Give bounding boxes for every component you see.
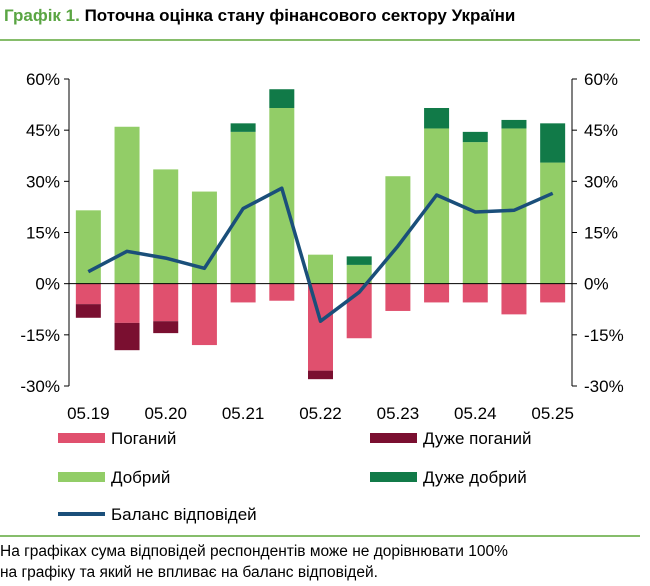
labels-layer: 60% 60% 45% 45% 30% 30% 15% 15% 0% 0% -15% -15% -30%… — [20, 70, 623, 423]
bar-duzhe-dobryi — [346, 256, 372, 265]
y-tick-label-left: 15% — [26, 224, 60, 243]
legend: Поганий Дуже поганий Добрий Дуже добрий Бала… — [58, 429, 531, 524]
bar-poganyi — [230, 283, 256, 303]
legend-label: Дуже добрий — [423, 468, 527, 487]
bar-duzhe-poganyi — [308, 370, 333, 380]
bar-dobryi — [114, 126, 140, 284]
footnote-line-1: На графіках сума відповідей респондентів… — [0, 543, 508, 560]
bar-duzhe-dobryi — [501, 119, 527, 129]
x-tick-label: 05.24 — [454, 404, 497, 423]
balance-line — [87, 186, 554, 323]
x-tick-label: 05.20 — [144, 404, 187, 423]
chart-number: Графік 1. — [4, 6, 80, 25]
legend-swatch — [370, 472, 417, 482]
legend-label: Добрий — [111, 468, 170, 487]
bar-poganyi — [462, 283, 488, 303]
legend-swatch — [58, 433, 105, 443]
bar-duzhe-poganyi — [114, 322, 140, 351]
bar-poganyi — [153, 283, 179, 322]
bar-poganyi — [269, 283, 295, 301]
y-tick-label-right: 30% — [584, 172, 618, 191]
bar-duzhe-dobryi — [269, 89, 295, 108]
balance-line-layer — [87, 186, 554, 323]
bar-dobryi — [75, 210, 101, 284]
legend-swatch — [58, 472, 105, 482]
bar-dobryi — [153, 169, 179, 284]
y-tick-label-left: 0% — [35, 275, 60, 294]
x-tick-label: 05.21 — [222, 404, 265, 423]
y-tick-label-left: 30% — [26, 172, 60, 191]
x-tick-label: 05.19 — [67, 404, 110, 423]
bar-poganyi — [424, 283, 450, 303]
chart-title-text: Поточна оцінка стану фінансового сектору… — [84, 6, 516, 25]
bar-duzhe-dobryi — [540, 123, 566, 163]
footnote-line-2: на графіку та який не впливає на баланс … — [0, 564, 378, 581]
bar-duzhe-dobryi — [462, 131, 488, 143]
y-tick-label-right: -30% — [584, 377, 624, 396]
y-tick-label-right: -15% — [584, 326, 624, 345]
title-divider — [0, 39, 640, 41]
x-tick-label: 05.22 — [299, 404, 342, 423]
legend-label: Дуже поганий — [423, 429, 531, 448]
y-tick-label-left: 45% — [26, 121, 60, 140]
y-tick-label-left: 60% — [26, 70, 60, 89]
bar-poganyi — [540, 283, 566, 303]
bar-dobryi — [385, 176, 411, 284]
bar-poganyi — [385, 283, 411, 311]
footnote: На графіках сума відповідей респондентів… — [0, 541, 650, 583]
y-tick-label-left: -30% — [20, 377, 60, 396]
bar-duzhe-poganyi — [153, 321, 179, 334]
bar-dobryi — [269, 107, 295, 284]
bar-dobryi — [540, 162, 566, 284]
legend-label: Баланс відповідей — [111, 505, 257, 524]
legend-swatch — [370, 433, 417, 443]
y-tick-label-right: 60% — [584, 70, 618, 89]
footnote-divider — [0, 535, 640, 537]
y-tick-label-right: 0% — [584, 275, 609, 294]
bar-dobryi — [308, 254, 333, 284]
bar-poganyi — [75, 283, 101, 305]
y-tick-label-left: -15% — [20, 326, 60, 345]
legend-label: Поганий — [111, 429, 176, 448]
y-tick-label-right: 45% — [584, 121, 618, 140]
bar-poganyi — [501, 283, 527, 315]
bar-duzhe-dobryi — [230, 123, 256, 132]
bar-dobryi — [346, 264, 372, 284]
chart-title: Графік 1. Поточна оцінка стану фінансово… — [4, 6, 515, 26]
x-tick-label: 05.25 — [531, 404, 574, 423]
y-tick-label-right: 15% — [584, 224, 618, 243]
bar-duzhe-poganyi — [75, 304, 101, 318]
bar-poganyi — [191, 283, 217, 346]
x-tick-label: 05.23 — [377, 404, 420, 423]
bar-duzhe-dobryi — [424, 107, 450, 129]
axes-layer — [64, 78, 577, 387]
bars-layer — [75, 89, 566, 380]
bar-poganyi — [114, 283, 140, 323]
